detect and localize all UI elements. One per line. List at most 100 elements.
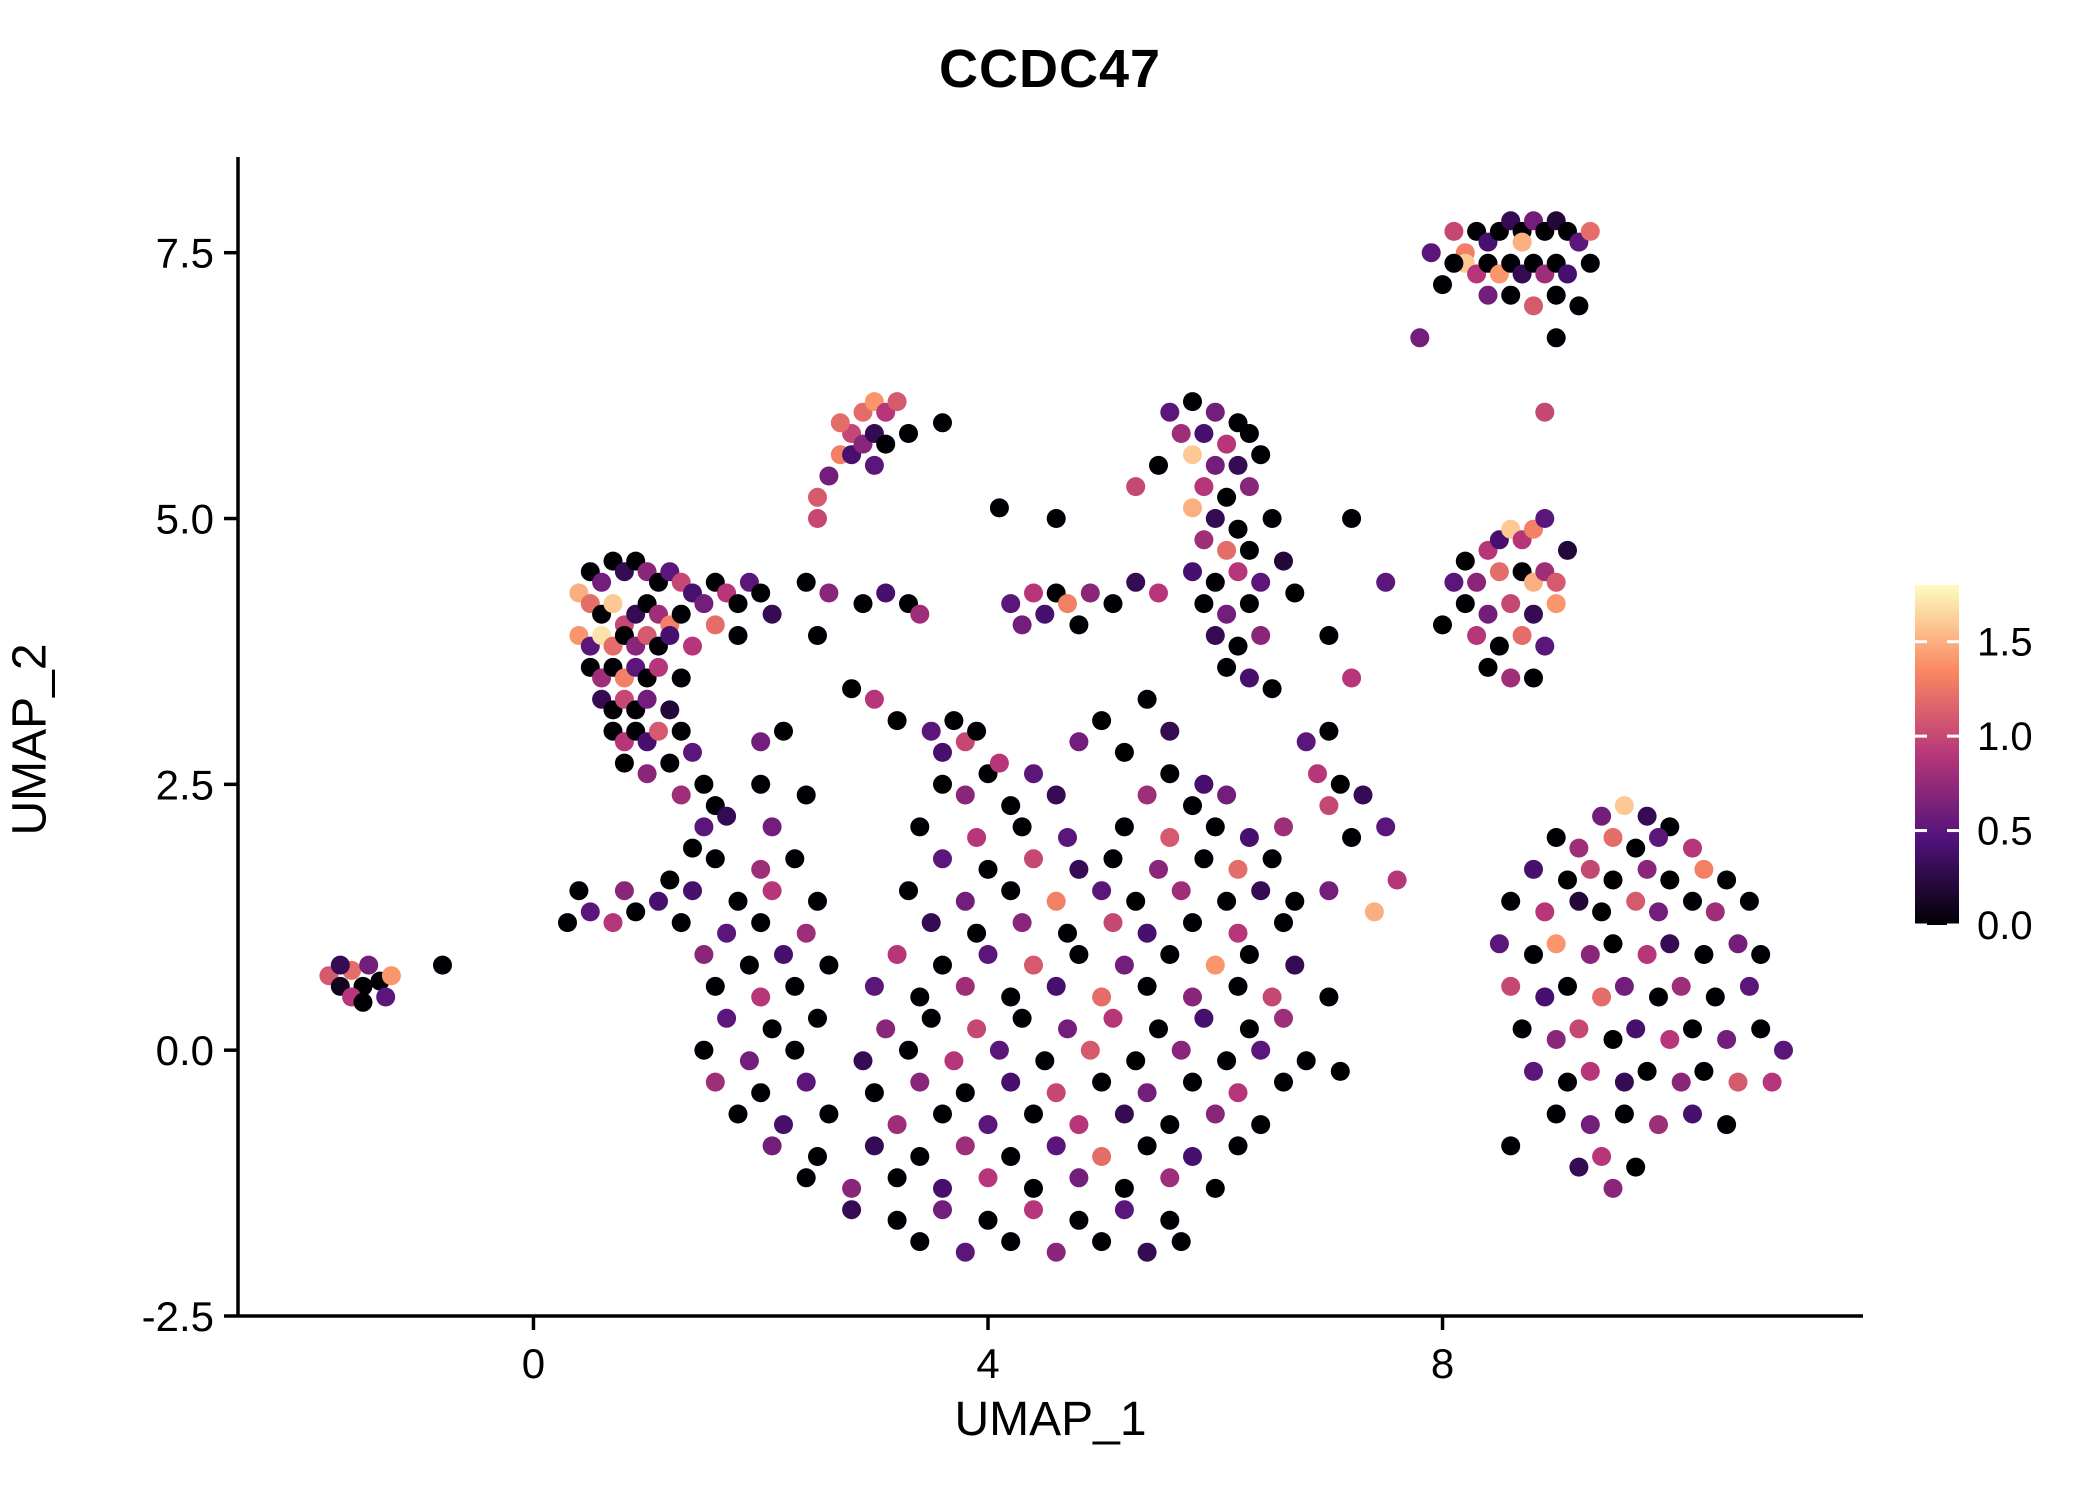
data-point — [967, 1019, 987, 1039]
data-point — [330, 955, 350, 975]
data-point — [1705, 987, 1725, 1007]
data-point — [1205, 955, 1225, 975]
data-point — [1194, 530, 1214, 550]
data-point — [1160, 402, 1180, 422]
data-point — [1376, 817, 1396, 837]
data-point — [876, 1019, 896, 1039]
data-point — [1637, 1061, 1657, 1081]
data-point — [1274, 551, 1293, 571]
data-point — [694, 1040, 714, 1060]
data-point — [933, 1104, 952, 1124]
data-point — [955, 976, 975, 996]
data-point — [1637, 806, 1657, 826]
data-point — [1149, 859, 1168, 879]
data-point — [1467, 572, 1487, 592]
data-point — [1285, 955, 1305, 975]
data-point — [1569, 296, 1589, 316]
data-point — [1001, 881, 1021, 901]
data-point — [1217, 487, 1237, 507]
data-point — [1228, 923, 1248, 943]
data-point — [1501, 891, 1521, 911]
data-point — [694, 774, 714, 794]
data-point — [1228, 859, 1248, 879]
data-point — [819, 466, 839, 486]
data-point — [1558, 264, 1577, 284]
colorbar-tick-label: 1.0 — [1977, 715, 2033, 759]
data-point — [1364, 902, 1384, 922]
data-point — [1535, 509, 1555, 528]
data-point — [1012, 1008, 1032, 1028]
data-point — [671, 785, 691, 805]
data-point — [1114, 955, 1134, 975]
data-point — [796, 572, 816, 592]
data-point — [353, 992, 373, 1012]
data-point — [1058, 923, 1077, 943]
data-point — [683, 742, 702, 762]
data-point — [1603, 1030, 1623, 1049]
data-point — [1660, 934, 1680, 954]
data-point — [921, 721, 941, 741]
data-point — [1103, 594, 1123, 614]
data-point — [1012, 913, 1032, 933]
data-point — [1228, 519, 1248, 539]
data-point — [1069, 1168, 1089, 1188]
data-point — [1149, 583, 1168, 603]
data-point — [1649, 987, 1668, 1007]
data-point — [1603, 1178, 1623, 1198]
data-point — [1194, 477, 1214, 497]
data-point — [1512, 1019, 1532, 1039]
data-point — [1080, 1040, 1100, 1060]
y-tick-label: 5.0 — [156, 496, 214, 543]
data-point — [751, 1083, 771, 1103]
data-point — [728, 594, 748, 614]
data-point — [887, 1210, 907, 1230]
data-point — [1626, 891, 1646, 911]
data-point — [1512, 232, 1532, 252]
data-point — [1319, 626, 1339, 645]
data-point — [1751, 1019, 1771, 1039]
data-point — [853, 1051, 873, 1071]
data-point — [694, 594, 714, 614]
data-point — [1239, 828, 1259, 847]
data-point — [910, 604, 930, 624]
data-point — [1251, 1115, 1271, 1135]
data-point — [728, 1104, 748, 1124]
data-point — [1058, 594, 1077, 614]
data-point — [1194, 424, 1214, 443]
data-point — [717, 923, 737, 943]
data-point — [955, 785, 975, 805]
data-point — [1183, 1072, 1202, 1092]
data-point — [1592, 806, 1612, 826]
data-point — [1626, 1019, 1646, 1039]
data-point — [1319, 987, 1339, 1007]
data-point — [1092, 1072, 1112, 1092]
data-point — [1126, 477, 1146, 497]
data-point — [1217, 1051, 1237, 1071]
data-point — [1183, 796, 1202, 816]
data-point — [751, 987, 771, 1007]
data-point — [796, 1072, 816, 1092]
data-point — [1580, 221, 1600, 241]
data-point — [864, 455, 884, 475]
data-point — [1183, 445, 1202, 465]
data-point — [910, 1072, 930, 1092]
data-point — [649, 891, 668, 911]
data-point — [1546, 1030, 1566, 1049]
data-point — [1444, 572, 1464, 592]
data-point — [359, 955, 379, 975]
data-point — [1319, 796, 1339, 816]
data-point — [1205, 455, 1225, 475]
data-point — [887, 392, 907, 412]
data-point — [1183, 987, 1202, 1007]
data-point — [1353, 785, 1373, 805]
data-point — [660, 626, 680, 645]
colorbar-tick-label: 0.5 — [1977, 810, 2033, 854]
data-point — [1114, 1104, 1134, 1124]
data-point — [1660, 870, 1680, 890]
data-point — [989, 1040, 1009, 1060]
data-point — [1262, 679, 1282, 699]
data-point — [728, 626, 748, 645]
data-point — [762, 1136, 782, 1156]
data-point — [1251, 572, 1271, 592]
data-point — [1671, 1072, 1691, 1092]
